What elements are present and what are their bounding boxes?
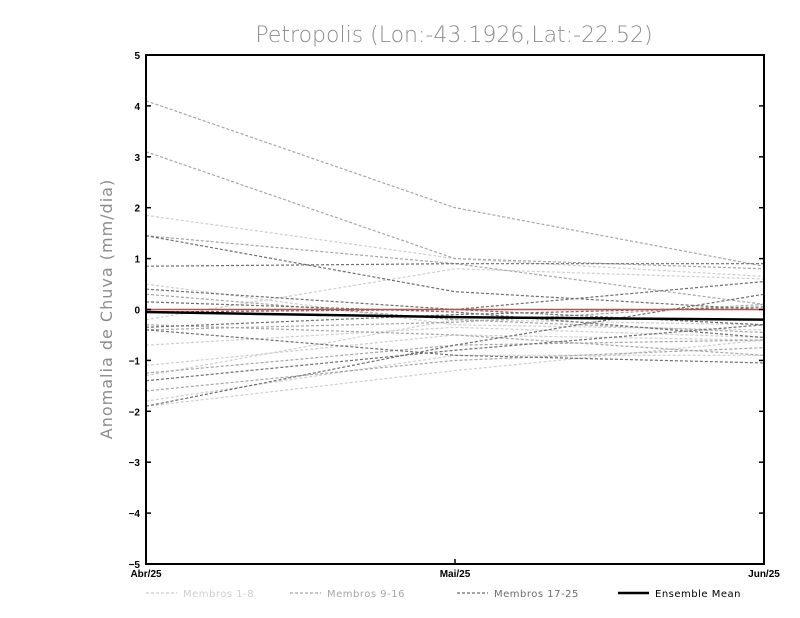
chart-title: Petropolis (Lon:-43.1926,Lat:-22.52): [255, 23, 652, 48]
x-tick-label: Mai/25: [440, 569, 471, 580]
member-line-14: [145, 324, 765, 356]
member-line-16: [145, 347, 765, 392]
legend-label-2: Membros 9-16: [327, 589, 405, 600]
legend: Membros 1-8 Membros 9-16 Membros 17-25 Ense…: [146, 589, 741, 600]
y-tick-label: 4: [134, 102, 140, 113]
y-tick-label: 0: [134, 306, 140, 317]
y-tick-label: −5: [129, 560, 141, 571]
y-tick-label: 2: [134, 204, 140, 215]
member-line-9: [145, 100, 765, 267]
legend-label-4: Ensemble Mean: [655, 589, 741, 600]
ensemble-mean-line: [145, 310, 765, 321]
y-tick-label: −4: [129, 509, 141, 520]
y-tick-label: −2: [129, 407, 141, 418]
member-line-4: [145, 334, 765, 367]
member-line-15: [145, 303, 765, 331]
member-line-12: [145, 339, 765, 374]
member-line-22: [145, 329, 765, 364]
member-line-17: [145, 235, 765, 311]
member-line-20: [145, 301, 765, 339]
member-line-18: [145, 263, 764, 267]
y-tick-label: 5: [134, 51, 140, 62]
x-tick-label: Abr/25: [130, 569, 162, 580]
member-line-21: [145, 280, 765, 313]
member-line-7: [145, 319, 765, 377]
member-line-13: [145, 293, 765, 334]
series-lines: [145, 100, 765, 407]
member-line-8: [145, 268, 765, 321]
member-line-11: [145, 235, 765, 306]
y-axis-label: Anomalia de Chuva (mm/dia): [97, 179, 116, 439]
legend-label-3: Membros 17-25: [494, 589, 579, 600]
member-line-3: [145, 354, 764, 402]
y-tick-label: 1: [134, 255, 140, 266]
y-tick-label: 3: [134, 153, 140, 164]
member-line-1: [145, 214, 765, 278]
member-line-2: [145, 339, 765, 407]
member-line-24: [145, 324, 765, 382]
y-tick-label: −1: [129, 356, 141, 367]
y-tick-label: −3: [129, 458, 141, 469]
axes: −5 −4 −3 −2 −1 0 1 2 3 4 5 Abr/25 Mai/25 Jun/25: [129, 51, 781, 580]
member-line-10: [145, 151, 765, 270]
legend-label-1: Membros 1-8: [183, 589, 254, 600]
x-tick-label: Jun/25: [748, 569, 780, 580]
member-line-6: [145, 326, 765, 346]
